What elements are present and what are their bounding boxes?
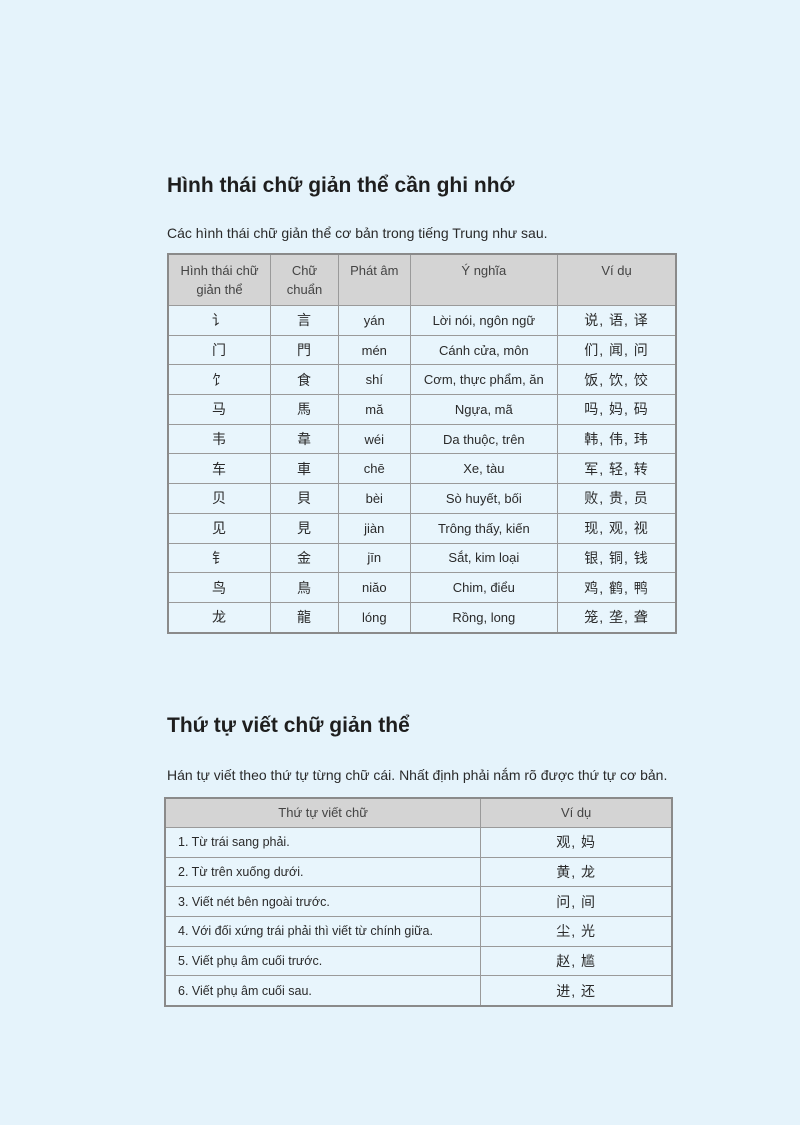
table-row: 车車 chē Xe, tàu 军, 轻, 转 — [167, 453, 677, 485]
table-cell: 言 — [270, 305, 339, 336]
table-row: 1. Từ trái sang phải. 观, 妈 — [164, 827, 673, 858]
table-cell: Da thuộc, trên — [409, 423, 559, 455]
table-cell: bèi — [337, 483, 411, 514]
column-header: Thứ tự viết chữ — [164, 797, 482, 828]
table-cell: 笼, 垄, 聋 — [557, 601, 677, 634]
table-cell: 5. Viết phụ âm cuối trước. — [164, 945, 482, 977]
table-cell: 門 — [270, 334, 339, 366]
simplified-forms-table: Hình thái chữ giản thể Chữ chuẩn Phát âm… — [167, 253, 677, 634]
column-header: Ví dụ — [480, 797, 673, 828]
table-cell: Ngựa, mã — [409, 394, 559, 425]
table-cell: 赵, 尴 — [480, 945, 673, 977]
table-cell: 观, 妈 — [480, 827, 673, 858]
table-cell: Sò huyết, bối — [409, 483, 559, 514]
table-cell: 韦 — [167, 423, 272, 455]
table-cell: 车 — [167, 453, 272, 485]
table-cell: Cánh cửa, môn — [409, 334, 559, 366]
column-header: Ý nghĩa — [409, 253, 559, 306]
table-cell: 进, 还 — [480, 975, 673, 1007]
table-cell: 韩, 伟, 玮 — [557, 423, 677, 455]
stroke-order-table: Thứ tự viết chữ Ví dụ 1. Từ trái sang ph… — [164, 797, 673, 1008]
table-cell: 饭, 饮, 饺 — [557, 364, 677, 396]
table-cell: 见 — [167, 512, 272, 544]
section-intro-stroke-order: Hán tự viết theo thứ tự từng chữ cái. Nh… — [167, 767, 668, 783]
table-row: 龙龍 lóng Rồng, long 笼, 垄, 聋 — [167, 601, 677, 634]
column-header: Chữ chuẩn — [270, 253, 339, 306]
table-row: 贝貝 bèi Sò huyết, bối 败, 贵, 员 — [167, 483, 677, 514]
table-cell: 鸡, 鹤, 鸭 — [557, 572, 677, 603]
table-cell: 韋 — [270, 423, 339, 455]
table-cell: 说, 语, 译 — [557, 305, 677, 336]
table-row: 鸟鳥 niăo Chim, điểu 鸡, 鹤, 鸭 — [167, 572, 677, 603]
column-header: Ví dụ — [557, 253, 677, 306]
table-cell: 金 — [270, 542, 339, 574]
table-cell: 吗, 妈, 码 — [557, 394, 677, 425]
table-cell: 食 — [270, 364, 339, 396]
table-header-row: Hình thái chữ giản thể Chữ chuẩn Phát âm… — [167, 253, 677, 306]
table-cell: Chim, điểu — [409, 572, 559, 603]
table-cell: Cơm, thực phẩm, ăn — [409, 364, 559, 396]
table-cell: 现, 观, 视 — [557, 512, 677, 544]
table-cell: 鳥 — [270, 572, 339, 603]
table-cell: Xe, tàu — [409, 453, 559, 485]
table-cell: 银, 铜, 钱 — [557, 542, 677, 574]
table-cell: 贝 — [167, 483, 272, 514]
table-cell: jiàn — [337, 512, 411, 544]
table-row: 3. Viết nét bên ngoài trước. 问, 间 — [164, 886, 673, 918]
table-cell: 3. Viết nét bên ngoài trước. — [164, 886, 482, 918]
table-cell: 饣 — [167, 364, 272, 396]
table-row: 4. Với đối xứng trái phải thì viết từ ch… — [164, 916, 673, 947]
table-cell: Trông thấy, kiến — [409, 512, 559, 544]
column-header: Hình thái chữ giản thể — [167, 253, 272, 306]
table-cell: 们, 闻, 问 — [557, 334, 677, 366]
column-header: Phát âm — [337, 253, 411, 306]
table-cell: 龙 — [167, 601, 272, 634]
table-cell: 1. Từ trái sang phải. — [164, 827, 482, 858]
table-cell: lóng — [337, 601, 411, 634]
table-cell: jīn — [337, 542, 411, 574]
table-cell: 馬 — [270, 394, 339, 425]
table-row: 马馬 mă Ngựa, mã 吗, 妈, 码 — [167, 394, 677, 425]
table-row: 韦韋 wéi Da thuộc, trên 韩, 伟, 玮 — [167, 423, 677, 455]
table-cell: Rồng, long — [409, 601, 559, 634]
table-cell: 门 — [167, 334, 272, 366]
table-cell: shí — [337, 364, 411, 396]
table-cell: 見 — [270, 512, 339, 544]
table-cell: 貝 — [270, 483, 339, 514]
table-cell: 黄, 龙 — [480, 856, 673, 888]
table-cell: 钅 — [167, 542, 272, 574]
table-row: 钅金 jīn Sắt, kim loại 银, 铜, 钱 — [167, 542, 677, 574]
table-row: 讠言 yán Lời nói, ngôn ngữ 说, 语, 译 — [167, 305, 677, 336]
table-cell: 问, 间 — [480, 886, 673, 918]
table-cell: 4. Với đối xứng trái phải thì viết từ ch… — [164, 916, 482, 947]
table-cell: 军, 轻, 转 — [557, 453, 677, 485]
table-cell: 6. Viết phụ âm cuối sau. — [164, 975, 482, 1007]
table-cell: 尘, 光 — [480, 916, 673, 947]
table-cell: Sắt, kim loại — [409, 542, 559, 574]
section-title-stroke-order: Thứ tự viết chữ giản thể — [167, 714, 410, 737]
table-cell: chē — [337, 453, 411, 485]
table-cell: 2. Từ trên xuống dưới. — [164, 856, 482, 888]
table-cell: 败, 贵, 员 — [557, 483, 677, 514]
table-cell: yán — [337, 305, 411, 336]
table-row: 5. Viết phụ âm cuối trước. 赵, 尴 — [164, 945, 673, 977]
section-title-simplified-forms: Hình thái chữ giản thể cần ghi nhớ — [167, 174, 515, 197]
table-header-row: Thứ tự viết chữ Ví dụ — [164, 797, 673, 828]
table-cell: 讠 — [167, 305, 272, 336]
table-row: 门門 mén Cánh cửa, môn 们, 闻, 问 — [167, 334, 677, 366]
table-cell: niăo — [337, 572, 411, 603]
table-cell: Lời nói, ngôn ngữ — [409, 305, 559, 336]
table-cell: mă — [337, 394, 411, 425]
table-cell: 鸟 — [167, 572, 272, 603]
section-intro-simplified-forms: Các hình thái chữ giản thể cơ bản trong … — [167, 225, 548, 241]
table-row: 6. Viết phụ âm cuối sau. 进, 还 — [164, 975, 673, 1007]
table-cell: 車 — [270, 453, 339, 485]
table-row: 2. Từ trên xuống dưới. 黄, 龙 — [164, 856, 673, 888]
table-cell: wéi — [337, 423, 411, 455]
table-row: 见見 jiàn Trông thấy, kiến 现, 观, 视 — [167, 512, 677, 544]
table-cell: mén — [337, 334, 411, 366]
table-cell: 龍 — [270, 601, 339, 634]
table-cell: 马 — [167, 394, 272, 425]
table-row: 饣食 shí Cơm, thực phẩm, ăn 饭, 饮, 饺 — [167, 364, 677, 396]
